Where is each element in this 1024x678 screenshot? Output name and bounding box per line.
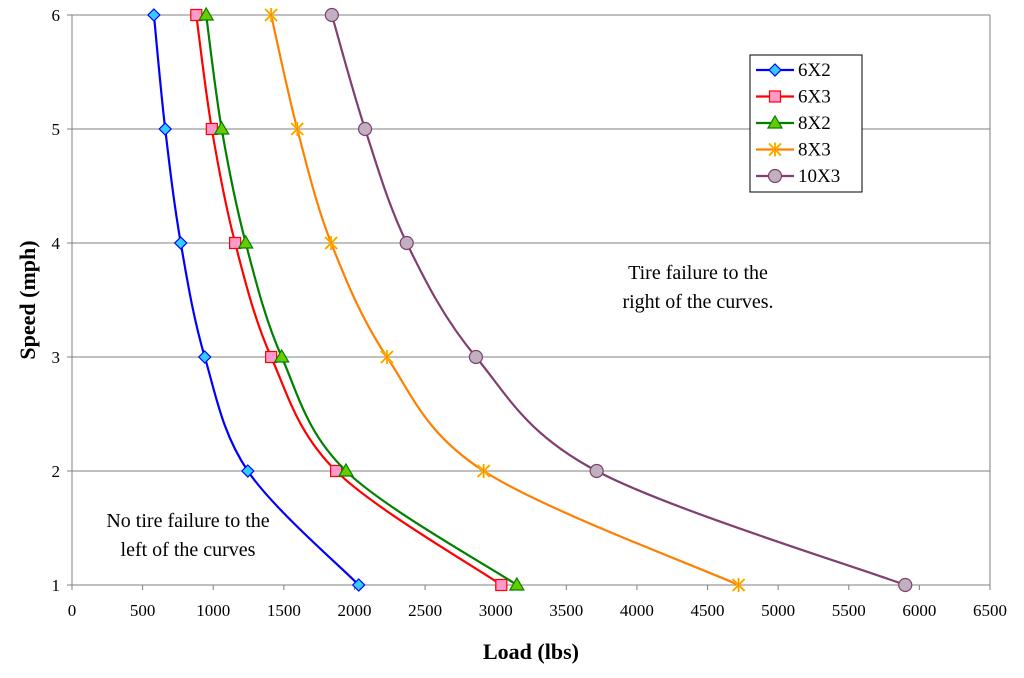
triangle-marker [337, 462, 355, 477]
series-line [195, 14, 502, 586]
legend-label: 6X3 [798, 87, 831, 108]
triangle-marker [213, 120, 230, 135]
circle-marker [399, 235, 414, 251]
x-tick-label: 1500 [267, 601, 301, 620]
annotation-right-line2: right of the curves. [622, 291, 773, 313]
circle-marker [324, 7, 339, 23]
star-marker [476, 464, 491, 478]
diamond-marker [240, 464, 255, 478]
circle-marker [767, 168, 783, 184]
x-tick-label: 4500 [691, 601, 725, 620]
star-marker [290, 122, 304, 136]
x-tick-label: 5000 [761, 601, 795, 620]
series-line [205, 14, 518, 586]
x-tick-label: 2500 [408, 601, 442, 620]
diamond-marker [158, 122, 173, 136]
legend-label: 8X3 [798, 140, 831, 161]
x-tick-label: 4000 [620, 601, 654, 620]
legend-label: 8X2 [798, 113, 831, 134]
triangle-marker [237, 234, 254, 249]
x-tick-label: 500 [130, 601, 156, 620]
circle-marker [589, 463, 604, 479]
diamond-marker [768, 63, 782, 77]
square-marker [229, 236, 242, 250]
circle-marker [898, 577, 913, 593]
series-group [147, 6, 913, 593]
y-tick-label: 1 [52, 576, 61, 595]
y-tick-label: 6 [52, 6, 61, 25]
ticks: 1 2 3 4 5 6 0 500 1000 1500 2000 2500 3000 3500 4000 45… [52, 6, 1008, 620]
series-8x2 [198, 6, 525, 591]
triangle-marker [198, 6, 215, 21]
annotation-left-line2: left of the curves [121, 539, 256, 561]
series-6x3 [190, 8, 508, 592]
legend-label: 10X3 [798, 166, 840, 187]
triangle-marker [766, 114, 784, 129]
square-marker [768, 90, 782, 103]
series-8x3 [264, 8, 746, 592]
series-6x2 [147, 8, 366, 592]
series-line [152, 14, 360, 586]
x-tick-label: 6500 [973, 601, 1007, 620]
square-marker [495, 578, 508, 592]
star-marker [264, 8, 278, 22]
y-tick-label: 5 [52, 120, 61, 139]
star-marker [324, 236, 338, 250]
legend-label: 6X2 [798, 60, 831, 81]
y-tick-label: 2 [52, 462, 61, 481]
x-tick-label: 3500 [549, 601, 583, 620]
x-tick-label: 1000 [196, 601, 230, 620]
diamond-marker [147, 8, 161, 22]
x-tick-label: 2000 [337, 601, 371, 620]
x-tick-label: 0 [68, 601, 77, 620]
triangle-marker [508, 576, 525, 591]
annotation-right-line1: Tire failure to the [628, 262, 768, 284]
circle-marker [357, 121, 373, 137]
circle-marker [468, 349, 484, 365]
series-10x3 [324, 7, 913, 593]
star-marker [380, 350, 394, 364]
diamond-marker [197, 350, 212, 364]
star-marker [731, 578, 746, 592]
star-marker [768, 142, 782, 157]
x-tick-label: 3000 [479, 601, 513, 620]
x-axis-title: Load (lbs) [483, 639, 579, 664]
triangle-marker [273, 348, 290, 363]
diamond-marker [351, 578, 366, 592]
x-tick-label: 5500 [832, 601, 866, 620]
x-tick-label: 6000 [902, 601, 936, 620]
legend: 6X2 6X3 8X2 8X3 10X3 [749, 54, 863, 193]
diamond-marker [173, 236, 188, 250]
y-tick-label: 4 [52, 234, 61, 253]
y-axis-title: Speed (mph) [15, 240, 40, 359]
y-tick-label: 3 [52, 348, 61, 367]
annotation-left-line1: No tire failure to the [106, 510, 269, 532]
square-marker [265, 350, 278, 364]
